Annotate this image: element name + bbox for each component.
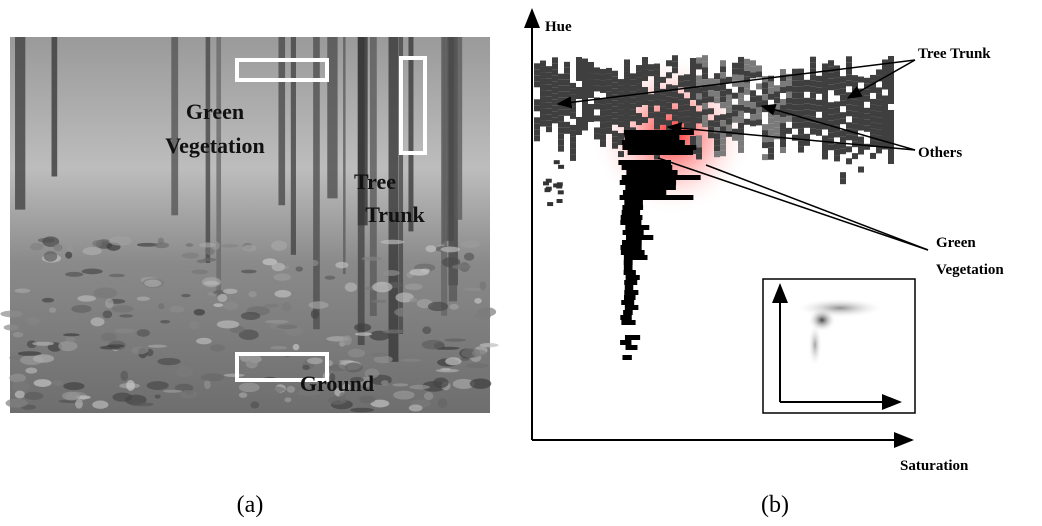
annotation: Others bbox=[918, 145, 962, 161]
inset bbox=[763, 279, 915, 413]
label: Ground bbox=[300, 371, 374, 396]
caption: (b) bbox=[761, 492, 789, 518]
axis-label: Saturation bbox=[900, 458, 969, 474]
axis-label: Hue bbox=[545, 19, 572, 35]
label: Vegetation bbox=[165, 133, 264, 158]
annotation: Tree Trunk bbox=[918, 46, 991, 62]
annotation: Vegetation bbox=[936, 262, 1004, 278]
label: Trunk bbox=[365, 202, 425, 227]
figure: Green Vegetation Tree Trunk Ground (a) H… bbox=[0, 0, 1042, 526]
caption: (a) bbox=[237, 492, 264, 518]
label: Tree bbox=[354, 169, 396, 194]
annotation: Green bbox=[936, 235, 976, 251]
label: Green bbox=[186, 99, 244, 124]
